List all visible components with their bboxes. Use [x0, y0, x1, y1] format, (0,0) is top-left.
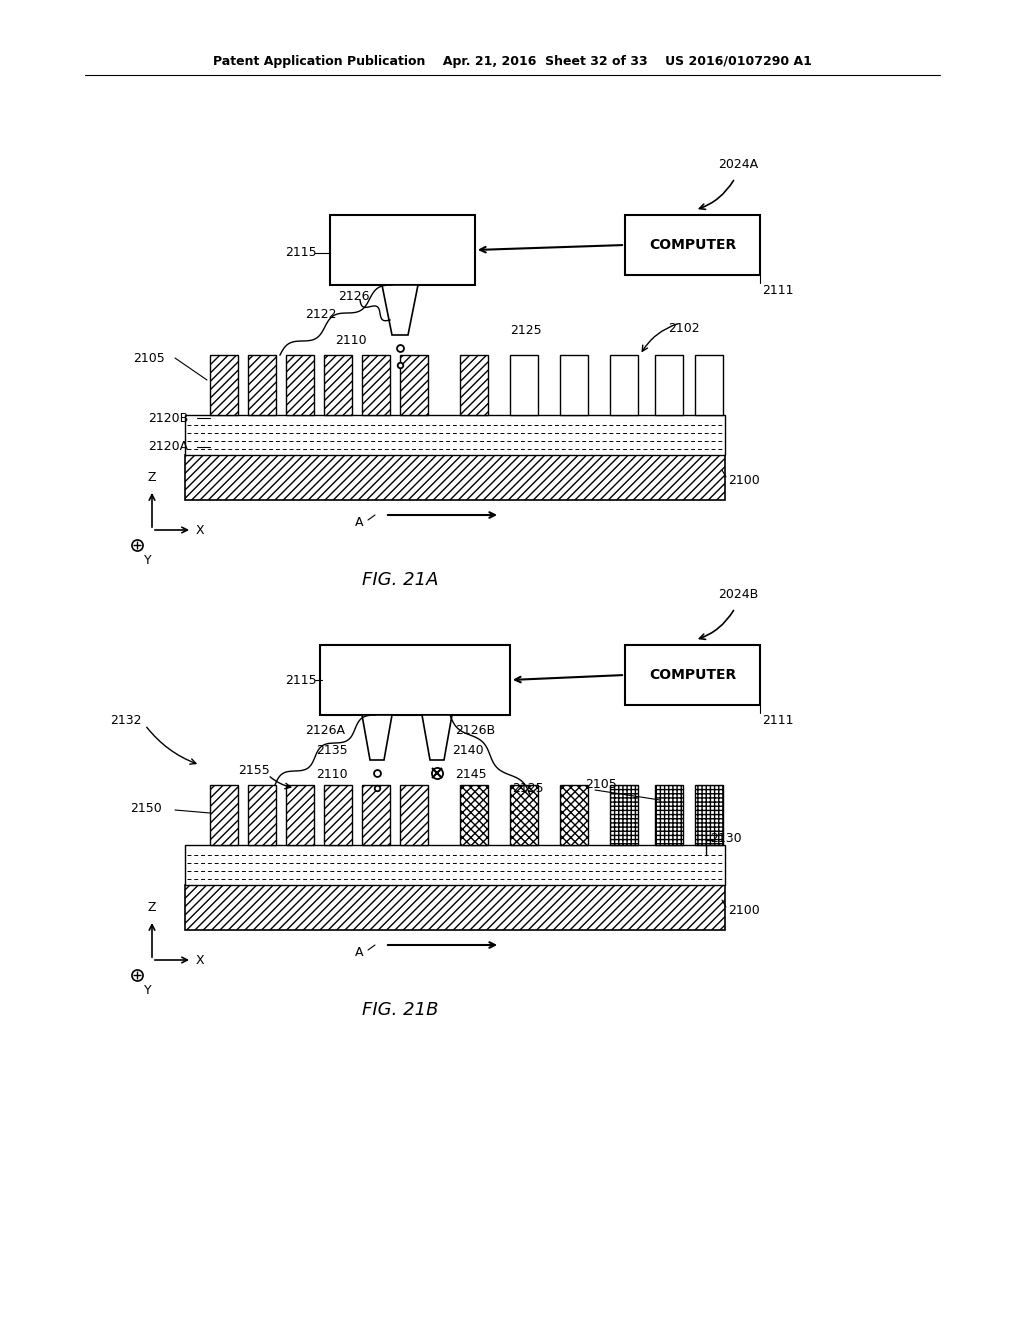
Text: 2150: 2150: [130, 801, 162, 814]
Text: Z: Z: [147, 471, 157, 484]
Text: X: X: [196, 524, 205, 536]
Text: Patent Application Publication    Apr. 21, 2016  Sheet 32 of 33    US 2016/01072: Patent Application Publication Apr. 21, …: [213, 55, 811, 69]
Bar: [695, 355, 723, 414]
Bar: [655, 785, 683, 845]
Text: 2140: 2140: [452, 743, 483, 756]
Text: 2111: 2111: [762, 714, 794, 726]
Text: 2110: 2110: [335, 334, 367, 346]
Bar: [185, 845, 725, 884]
Text: 2100: 2100: [728, 474, 760, 487]
Bar: [400, 785, 428, 845]
Text: 2111: 2111: [762, 284, 794, 297]
Text: 2105: 2105: [133, 351, 165, 364]
Text: A: A: [355, 516, 364, 529]
Bar: [362, 785, 390, 845]
Bar: [210, 355, 238, 414]
Bar: [286, 785, 314, 845]
Text: 2024A: 2024A: [718, 158, 758, 172]
Text: 2126: 2126: [338, 289, 370, 302]
Text: FIG. 21A: FIG. 21A: [361, 572, 438, 589]
Text: 2102: 2102: [668, 322, 699, 334]
Text: 2110: 2110: [316, 768, 347, 781]
Bar: [185, 414, 725, 455]
Bar: [362, 355, 390, 414]
Text: 2122: 2122: [305, 309, 337, 322]
Bar: [560, 355, 588, 414]
Bar: [324, 785, 352, 845]
Bar: [319, 645, 510, 715]
Bar: [324, 355, 352, 414]
Text: Z: Z: [147, 902, 157, 913]
Text: 2130: 2130: [710, 832, 741, 845]
Bar: [625, 645, 760, 705]
Text: 2126B: 2126B: [455, 723, 496, 737]
Bar: [560, 785, 588, 845]
Bar: [248, 355, 276, 414]
Bar: [695, 785, 723, 845]
Polygon shape: [382, 285, 418, 335]
Text: 2105: 2105: [585, 779, 616, 792]
Text: 2120B: 2120B: [148, 412, 188, 425]
Bar: [510, 785, 538, 845]
Text: 2024B: 2024B: [718, 589, 758, 602]
Text: COMPUTER: COMPUTER: [649, 668, 736, 682]
Bar: [610, 785, 638, 845]
Text: 2115: 2115: [285, 247, 316, 260]
Text: 2126A: 2126A: [305, 723, 345, 737]
Text: A: A: [355, 946, 364, 960]
Bar: [185, 455, 725, 500]
Text: 2155: 2155: [238, 763, 269, 776]
Text: 2135: 2135: [316, 743, 347, 756]
Text: X: X: [196, 953, 205, 966]
Bar: [400, 355, 428, 414]
Bar: [460, 785, 488, 845]
Text: 2145: 2145: [455, 768, 486, 781]
Bar: [286, 355, 314, 414]
Text: 2120A: 2120A: [148, 441, 188, 454]
Text: FIG. 21B: FIG. 21B: [361, 1001, 438, 1019]
Text: 2100: 2100: [728, 903, 760, 916]
Text: 2115: 2115: [285, 673, 316, 686]
Bar: [460, 355, 488, 414]
Bar: [210, 785, 238, 845]
Text: Y: Y: [144, 983, 152, 997]
Text: 2125: 2125: [510, 323, 542, 337]
Bar: [185, 884, 725, 931]
Text: COMPUTER: COMPUTER: [649, 238, 736, 252]
Bar: [248, 785, 276, 845]
Text: 2125: 2125: [512, 781, 544, 795]
Bar: [510, 355, 538, 414]
Bar: [610, 355, 638, 414]
Polygon shape: [362, 715, 392, 760]
Text: 2132: 2132: [110, 714, 141, 726]
Polygon shape: [422, 715, 452, 760]
Bar: [330, 215, 475, 285]
Bar: [625, 215, 760, 275]
Text: Y: Y: [144, 554, 152, 568]
Bar: [655, 355, 683, 414]
